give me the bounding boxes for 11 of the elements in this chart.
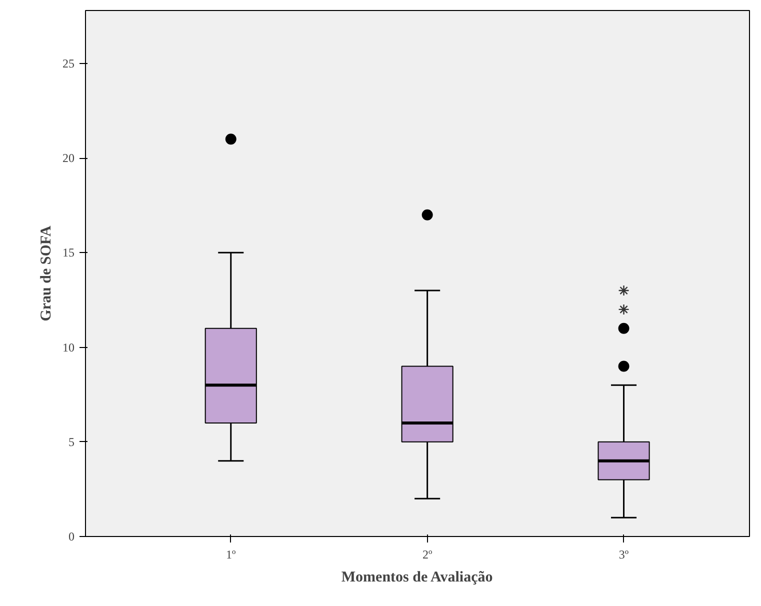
y-tick-label: 15: [62, 246, 74, 260]
y-axis-title: Grau de SOFA: [38, 226, 54, 322]
x-axis-title: Momentos de Avaliação: [341, 570, 493, 586]
y-tick-label: 25: [62, 56, 74, 70]
y-tick-label: 5: [68, 434, 74, 449]
x-tick-label: 3º: [618, 548, 629, 562]
x-tick-label: 2º: [422, 548, 432, 562]
y-tick-label: 0: [68, 530, 74, 544]
x-tick-label: 1º: [226, 548, 236, 562]
y-tick-label: 20: [62, 151, 74, 166]
y-tick-label: 10: [62, 340, 74, 354]
